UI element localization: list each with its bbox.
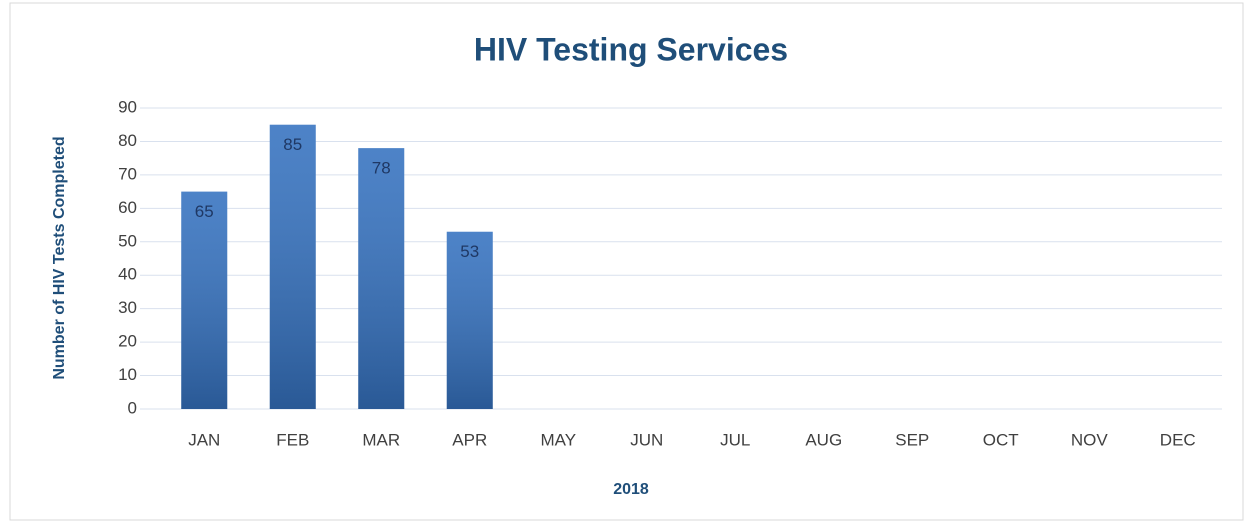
- x-tick-label: JUL: [720, 430, 750, 449]
- bar: [269, 124, 316, 409]
- y-tick-label: 80: [118, 131, 137, 150]
- y-tick-label: 60: [118, 198, 137, 217]
- y-tick-label: 40: [118, 265, 137, 284]
- x-tick-label: JAN: [188, 430, 220, 449]
- x-tick-label: OCT: [983, 430, 1019, 449]
- x-tick-label: NOV: [1071, 430, 1109, 449]
- y-tick-label: 20: [118, 332, 137, 351]
- x-tick-label: JUN: [630, 430, 663, 449]
- x-tick-label: APR: [452, 430, 487, 449]
- x-tick-label: FEB: [276, 430, 309, 449]
- y-axis-title: Number of HIV Tests Completed: [51, 136, 68, 379]
- data-label: 85: [283, 135, 302, 154]
- x-tick-label: MAY: [540, 430, 576, 449]
- chart-title: HIV Testing Services: [474, 31, 788, 67]
- data-label: 65: [195, 202, 214, 221]
- y-tick-label: 50: [118, 231, 137, 250]
- x-tick-label: MAR: [362, 430, 400, 449]
- x-tick-label: AUG: [805, 430, 842, 449]
- data-label: 53: [460, 242, 479, 261]
- y-tick-label: 90: [118, 97, 137, 116]
- x-tick-label: SEP: [895, 430, 929, 449]
- bar: [358, 148, 405, 409]
- y-tick-label: 30: [118, 298, 137, 317]
- x-tick-label: DEC: [1160, 430, 1196, 449]
- x-axis-title: 2018: [613, 481, 649, 498]
- y-tick-label: 10: [118, 365, 137, 384]
- y-tick-label: 0: [128, 398, 137, 417]
- data-label: 78: [372, 159, 391, 178]
- y-tick-label: 70: [118, 164, 137, 183]
- bar: [181, 191, 228, 409]
